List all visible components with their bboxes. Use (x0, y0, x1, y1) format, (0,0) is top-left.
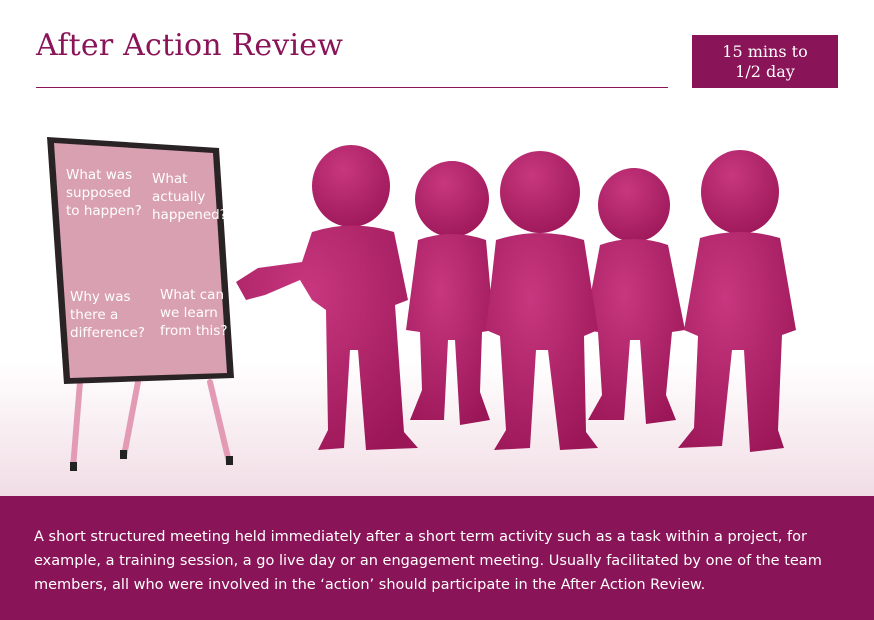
duration-line-1: 15 mins to (722, 41, 808, 61)
flipchart-icon (47, 137, 234, 471)
illustration (0, 137, 874, 496)
flipchart-question-4: What can we learn from this? (160, 287, 228, 339)
description-text: A short structured meeting held immediat… (34, 529, 822, 593)
footer-band (0, 496, 874, 620)
flipchart-question-3: Why was there a difference? (70, 289, 145, 341)
page-title: After Action Review (36, 28, 344, 63)
duration-line-2: 1/2 day (735, 61, 795, 81)
people-figures-icon (236, 145, 796, 452)
duration-badge: 15 mins to 1/2 day (692, 35, 838, 88)
title-divider (36, 87, 668, 88)
flipchart-question-1: What was supposed to happen? (66, 167, 142, 219)
flipchart-question-2: What actually happened? (152, 171, 227, 223)
